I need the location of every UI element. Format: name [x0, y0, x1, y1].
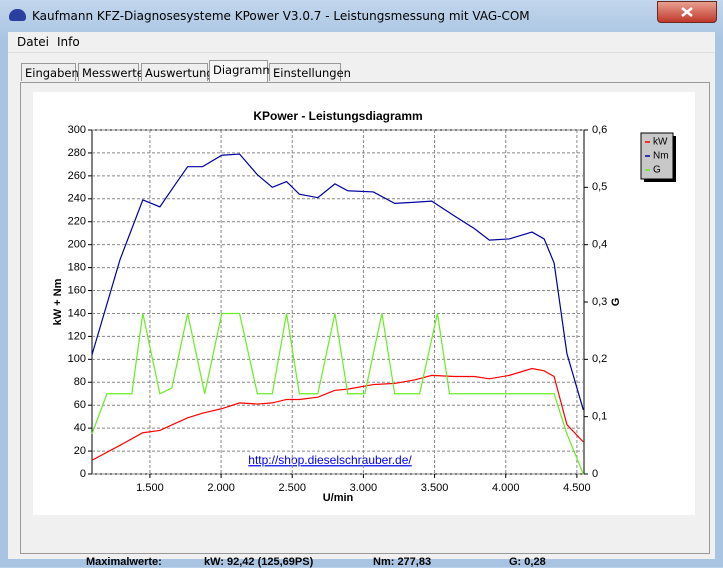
window-title: Kaufmann KFZ-Diagnosesysteme KPower V3.0…: [32, 9, 530, 23]
plot-frame: [91, 129, 585, 475]
chart-area: [33, 92, 695, 515]
y-tick-label: 60: [74, 399, 86, 411]
menu-bar: Datei Info: [8, 32, 715, 53]
close-button[interactable]: [657, 1, 717, 23]
max-g: G: 0,28: [509, 556, 546, 568]
x-tick-label: 2.000: [207, 482, 235, 494]
y2-tick-label: 0,6: [592, 124, 607, 136]
y-tick-label: 160: [68, 284, 86, 296]
tab[interactable]: Auswertung: [141, 63, 214, 81]
y-tick-label: 260: [68, 170, 86, 182]
link-annotation[interactable]: http://shop.dieselschrauber.de/: [248, 453, 412, 467]
series-line: [91, 153, 584, 410]
x-tick-label: 3.500: [421, 482, 449, 494]
tab[interactable]: Eingaben: [21, 63, 79, 81]
y2-tick-label: 0,3: [592, 296, 607, 308]
y2-tick-label: 0: [592, 468, 598, 480]
y2-tick-label: 0,4: [592, 239, 607, 251]
x-tick-label: 2.500: [278, 482, 306, 494]
legend-entry: kW: [653, 137, 668, 148]
max-kw: kW: 92,42 (125,69PS): [204, 556, 314, 568]
x-tick-label: 1.500: [136, 482, 164, 494]
legend-entry: G: [653, 165, 661, 176]
x-tick-label: 4.000: [492, 482, 520, 494]
chart-title: KPower - Leistungsdiagramm: [253, 109, 422, 123]
y-tick-label: 240: [68, 193, 86, 205]
menu-item[interactable]: Info: [57, 35, 80, 49]
y-tick-label: 80: [74, 376, 86, 388]
x-tick-label: 4.500: [563, 482, 591, 494]
app-icon: [9, 9, 26, 21]
y-tick-label: 200: [68, 239, 86, 251]
tab[interactable]: Einstellungen: [269, 63, 351, 81]
y2-tick-label: 0,5: [592, 181, 607, 193]
tab[interactable]: Messwerte: [78, 63, 144, 81]
x-tick-label: 3.000: [350, 482, 378, 494]
x-axis-label: U/min: [323, 492, 354, 504]
y-tick-label: 120: [68, 330, 86, 342]
series-line: [91, 312, 584, 475]
max-nm: Nm: 277,83: [373, 556, 432, 568]
close-icon: [681, 7, 693, 17]
y2-tick-label: 0,2: [592, 353, 607, 365]
y2-tick-label: 0,1: [592, 411, 607, 423]
y2-axis-label: G: [610, 298, 622, 307]
title-bar: Kaufmann KFZ-Diagnosesysteme KPower V3.0…: [0, 0, 723, 32]
menu-item[interactable]: Datei: [17, 35, 50, 49]
client-area: Datei Info Eingaben Messwerte Auswertung…: [8, 32, 715, 568]
legend-entry: Nm: [653, 151, 669, 162]
y-tick-label: 0: [80, 468, 86, 480]
y-tick-label: 20: [74, 445, 86, 457]
y-tick-label: 140: [68, 307, 86, 319]
y-tick-label: 300: [68, 124, 86, 136]
y-tick-label: 280: [68, 147, 86, 159]
y-tick-label: 100: [68, 353, 86, 365]
y-tick-label: 220: [68, 216, 86, 228]
tab-active[interactable]: Diagramm: [209, 60, 274, 82]
y-tick-label: 40: [74, 422, 86, 434]
y-axis-label: kW + Nm: [52, 278, 64, 325]
max-label: Maximalwerte:: [86, 556, 162, 568]
y-tick-label: 180: [68, 262, 86, 274]
series-line: [91, 367, 584, 461]
